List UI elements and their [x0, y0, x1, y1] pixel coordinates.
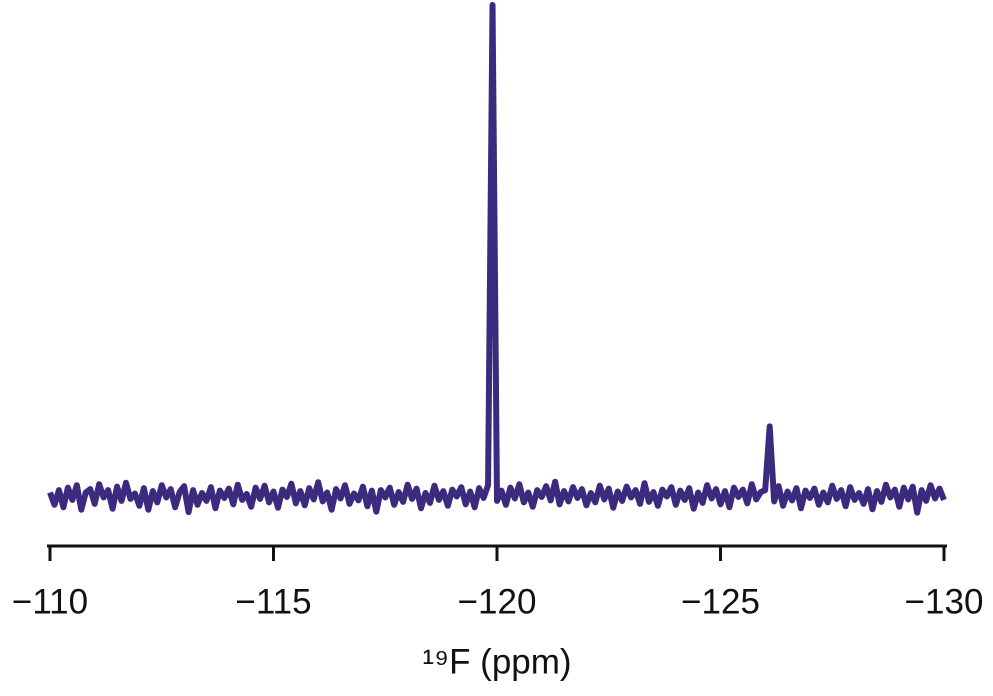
spectrum-line: [47, 2, 947, 516]
x-tick-label: −130: [905, 582, 984, 621]
x-tick-label: −120: [458, 582, 537, 621]
x-tick-label: −115: [235, 582, 311, 621]
x-tick-label: −125: [681, 582, 760, 621]
x-tick-label: −110: [12, 582, 88, 621]
x-axis-label: ¹⁹F (ppm): [422, 642, 571, 681]
